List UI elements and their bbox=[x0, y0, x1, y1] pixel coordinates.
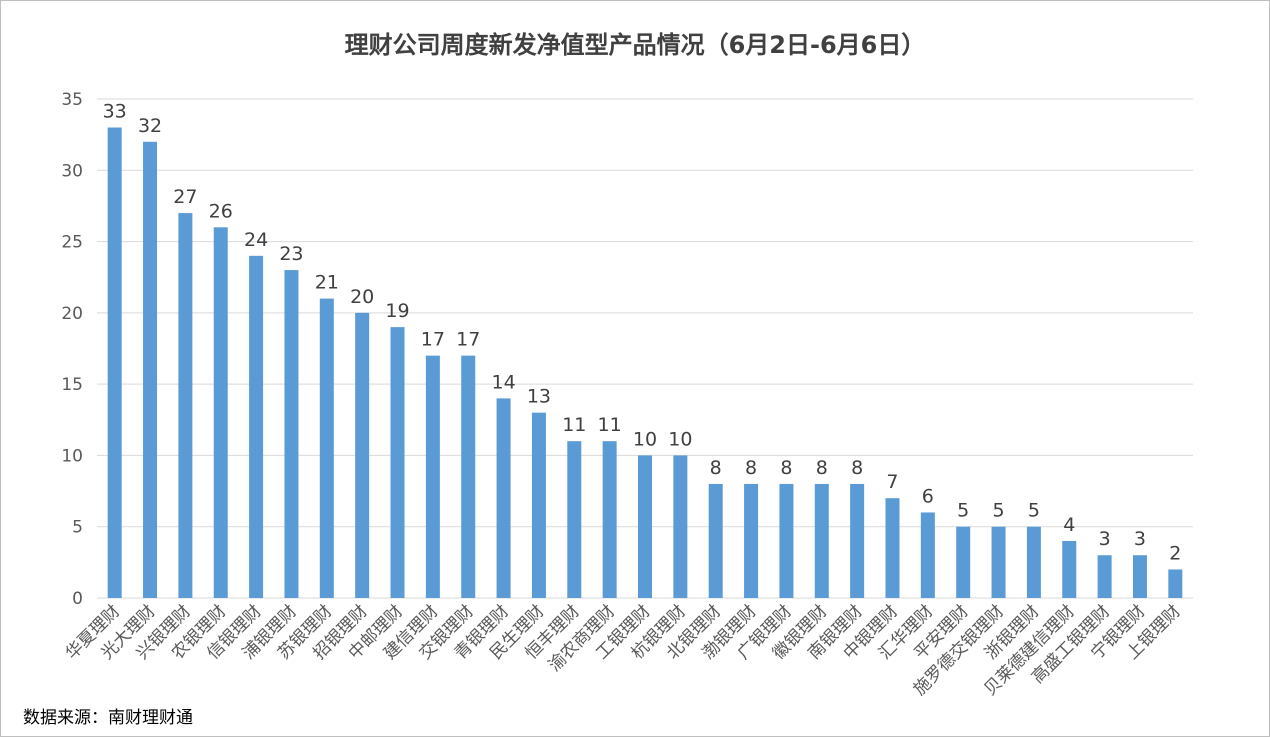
data-label: 6 bbox=[922, 485, 934, 507]
data-label: 26 bbox=[209, 200, 233, 222]
data-label: 8 bbox=[780, 457, 792, 479]
data-label: 8 bbox=[851, 457, 863, 479]
bar bbox=[461, 355, 476, 598]
bar bbox=[814, 483, 829, 598]
bar bbox=[531, 412, 546, 598]
data-label: 10 bbox=[668, 428, 692, 450]
bar bbox=[319, 298, 334, 598]
data-label: 14 bbox=[491, 371, 515, 393]
bar bbox=[143, 141, 158, 598]
y-tick-label: 20 bbox=[61, 304, 83, 324]
bar bbox=[1168, 569, 1183, 598]
data-label: 32 bbox=[138, 115, 162, 137]
y-tick-label: 10 bbox=[61, 446, 83, 466]
data-label: 2 bbox=[1169, 542, 1181, 564]
data-label: 10 bbox=[633, 428, 657, 450]
data-label: 11 bbox=[598, 414, 622, 436]
bar bbox=[602, 441, 617, 598]
bar bbox=[355, 312, 370, 598]
bar bbox=[850, 483, 865, 598]
bar bbox=[1026, 526, 1041, 598]
bar bbox=[638, 455, 652, 598]
source-note: 数据来源：南财理财通 bbox=[23, 708, 193, 728]
data-label: 13 bbox=[527, 386, 551, 408]
data-label: 24 bbox=[244, 229, 268, 251]
data-label: 17 bbox=[456, 329, 480, 351]
data-label: 23 bbox=[279, 243, 303, 265]
data-label: 7 bbox=[886, 471, 898, 493]
data-label: 3 bbox=[1134, 528, 1146, 550]
bar bbox=[1097, 555, 1112, 598]
bar bbox=[1132, 555, 1147, 598]
data-label: 5 bbox=[1028, 500, 1040, 522]
bar bbox=[779, 483, 794, 598]
data-label: 20 bbox=[350, 286, 374, 308]
data-label: 33 bbox=[103, 101, 127, 123]
y-tick-label: 35 bbox=[61, 90, 83, 110]
data-label: 5 bbox=[957, 500, 969, 522]
bar bbox=[425, 355, 440, 598]
bar bbox=[284, 270, 299, 598]
data-label: 17 bbox=[421, 329, 445, 351]
data-label: 5 bbox=[993, 500, 1005, 522]
y-tick-label: 5 bbox=[72, 518, 83, 538]
bar bbox=[213, 227, 228, 599]
bar bbox=[107, 127, 122, 598]
bar bbox=[744, 483, 759, 598]
data-label: 8 bbox=[816, 457, 828, 479]
y-tick-label: 30 bbox=[61, 161, 83, 181]
data-label: 11 bbox=[562, 414, 586, 436]
y-tick-label: 15 bbox=[61, 375, 83, 395]
bar bbox=[390, 327, 405, 598]
data-label: 8 bbox=[745, 457, 757, 479]
bar bbox=[1062, 540, 1077, 598]
y-tick-label: 25 bbox=[61, 233, 83, 253]
data-label: 27 bbox=[173, 186, 197, 208]
bar bbox=[708, 483, 723, 598]
bar bbox=[991, 526, 1006, 598]
data-label: 21 bbox=[315, 272, 339, 294]
y-tick-label: 0 bbox=[72, 589, 83, 609]
bar bbox=[673, 455, 688, 598]
data-label: 8 bbox=[710, 457, 722, 479]
bar bbox=[496, 398, 511, 598]
bar bbox=[920, 512, 935, 598]
bar bbox=[178, 213, 193, 599]
data-label: 19 bbox=[385, 300, 409, 322]
bar bbox=[567, 441, 582, 598]
bar bbox=[885, 498, 900, 598]
bar bbox=[249, 255, 264, 599]
bar bbox=[956, 526, 971, 598]
data-label: 3 bbox=[1099, 528, 1111, 550]
data-label: 4 bbox=[1063, 514, 1075, 536]
chart-title: 理财公司周度新发净值型产品情况（6月2日-6月6日） bbox=[344, 31, 926, 59]
